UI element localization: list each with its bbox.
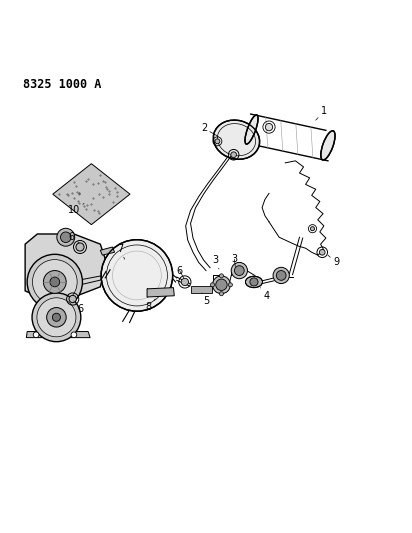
Circle shape xyxy=(216,279,227,290)
Text: 10: 10 xyxy=(68,204,84,215)
Polygon shape xyxy=(25,234,106,299)
Circle shape xyxy=(52,313,61,321)
Circle shape xyxy=(273,268,289,284)
Ellipse shape xyxy=(245,115,258,144)
Circle shape xyxy=(250,278,258,286)
Circle shape xyxy=(43,271,66,293)
Circle shape xyxy=(37,298,76,337)
Circle shape xyxy=(220,292,223,296)
Circle shape xyxy=(311,227,314,231)
Circle shape xyxy=(33,332,39,337)
Circle shape xyxy=(213,276,230,294)
Circle shape xyxy=(101,240,173,311)
Circle shape xyxy=(57,228,75,246)
Circle shape xyxy=(181,278,189,286)
Polygon shape xyxy=(191,286,212,293)
Ellipse shape xyxy=(321,131,335,160)
Circle shape xyxy=(71,332,77,337)
Polygon shape xyxy=(53,164,130,224)
Text: 6: 6 xyxy=(74,301,83,314)
Circle shape xyxy=(276,271,286,280)
Text: 6: 6 xyxy=(69,232,79,243)
Polygon shape xyxy=(26,332,90,337)
Circle shape xyxy=(228,283,232,287)
Circle shape xyxy=(27,254,82,310)
Text: 7: 7 xyxy=(117,245,125,259)
Text: 1: 1 xyxy=(316,106,327,120)
Circle shape xyxy=(220,274,223,278)
Text: 3: 3 xyxy=(212,255,219,269)
Text: 8: 8 xyxy=(145,299,155,312)
Circle shape xyxy=(265,124,273,131)
Circle shape xyxy=(231,262,248,279)
Text: 8325 1000 A: 8325 1000 A xyxy=(23,77,101,91)
Circle shape xyxy=(47,308,66,327)
Circle shape xyxy=(234,265,244,276)
Text: 9: 9 xyxy=(328,255,339,268)
Text: 3: 3 xyxy=(232,254,237,266)
Text: 6: 6 xyxy=(176,265,184,278)
Text: 5: 5 xyxy=(202,293,209,306)
Circle shape xyxy=(33,260,77,304)
Circle shape xyxy=(215,139,220,144)
Polygon shape xyxy=(147,288,174,297)
Circle shape xyxy=(76,243,84,251)
Circle shape xyxy=(69,295,76,303)
Text: 2: 2 xyxy=(201,123,218,136)
Circle shape xyxy=(231,152,236,158)
Ellipse shape xyxy=(246,276,262,288)
Text: 4: 4 xyxy=(260,288,269,301)
Circle shape xyxy=(32,293,81,342)
Ellipse shape xyxy=(213,120,260,159)
Polygon shape xyxy=(101,247,115,255)
Circle shape xyxy=(319,249,325,255)
Circle shape xyxy=(211,283,215,287)
Circle shape xyxy=(50,277,60,287)
Circle shape xyxy=(61,232,71,243)
